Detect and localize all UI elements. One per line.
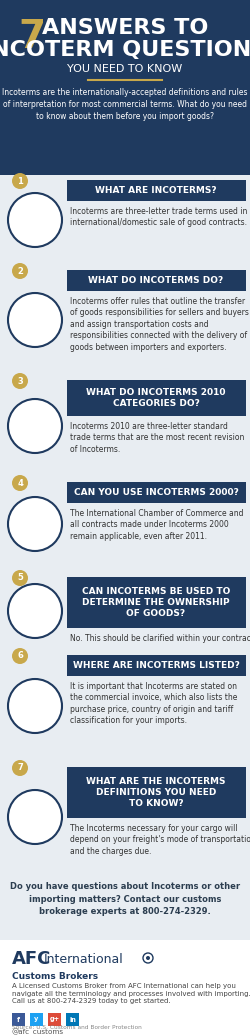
Text: ANSWERS TO: ANSWERS TO	[42, 18, 208, 38]
Text: 7: 7	[18, 18, 45, 56]
Text: y: y	[34, 1016, 39, 1023]
Circle shape	[146, 956, 150, 960]
Text: WHAT DO INCOTERMS 2010
CATEGORIES DO?: WHAT DO INCOTERMS 2010 CATEGORIES DO?	[86, 388, 226, 408]
FancyBboxPatch shape	[0, 477, 250, 572]
FancyBboxPatch shape	[0, 572, 250, 650]
Text: Incoterms 2010 are three-letter standard
trade terms that are the most recent re: Incoterms 2010 are three-letter standard…	[70, 422, 244, 454]
Text: Source: U.S. Customs and Border Protection: Source: U.S. Customs and Border Protecti…	[12, 1025, 142, 1030]
FancyBboxPatch shape	[67, 180, 246, 201]
FancyBboxPatch shape	[0, 940, 250, 1035]
FancyBboxPatch shape	[0, 375, 250, 477]
Text: CAN INCOTERMS BE USED TO
DETERMINE THE OWNERSHIP
OF GOODS?: CAN INCOTERMS BE USED TO DETERMINE THE O…	[82, 587, 230, 618]
FancyBboxPatch shape	[12, 1013, 25, 1026]
Circle shape	[8, 193, 62, 247]
FancyBboxPatch shape	[67, 655, 246, 676]
Circle shape	[8, 293, 62, 347]
FancyBboxPatch shape	[67, 270, 246, 291]
FancyBboxPatch shape	[30, 1013, 43, 1026]
FancyBboxPatch shape	[0, 762, 250, 873]
Text: 4: 4	[17, 478, 23, 487]
FancyBboxPatch shape	[66, 1013, 79, 1026]
Text: Do you have questions about Incoterms or other
importing matters? Contact our cu: Do you have questions about Incoterms or…	[10, 882, 240, 916]
Text: The Incoterms necessary for your cargo will
depend on your freight's mode of tra: The Incoterms necessary for your cargo w…	[70, 824, 250, 856]
FancyBboxPatch shape	[0, 873, 250, 940]
Text: Customs Brokers: Customs Brokers	[12, 972, 98, 981]
FancyBboxPatch shape	[0, 265, 250, 375]
Circle shape	[12, 760, 28, 776]
Circle shape	[8, 584, 62, 638]
Text: The International Chamber of Commerce and
all contracts made under Incoterms 200: The International Chamber of Commerce an…	[70, 509, 244, 541]
Circle shape	[8, 400, 62, 453]
FancyBboxPatch shape	[48, 1013, 61, 1026]
FancyBboxPatch shape	[67, 767, 246, 818]
Text: WHAT ARE INCOTERMS?: WHAT ARE INCOTERMS?	[95, 186, 217, 195]
FancyBboxPatch shape	[67, 482, 246, 503]
Circle shape	[8, 790, 62, 844]
Circle shape	[12, 570, 28, 586]
Circle shape	[8, 679, 62, 733]
Text: YOU NEED TO KNOW: YOU NEED TO KNOW	[68, 64, 182, 73]
Text: 7: 7	[17, 764, 23, 772]
Text: f: f	[17, 1016, 20, 1023]
Text: CAN YOU USE INCOTERMS 2000?: CAN YOU USE INCOTERMS 2000?	[74, 487, 238, 497]
Text: No. This should be clarified within your contract.: No. This should be clarified within your…	[70, 634, 250, 643]
Text: Incoterms are the internationally-accepted definitions and rules
of interpretati: Incoterms are the internationally-accept…	[2, 88, 248, 121]
FancyBboxPatch shape	[0, 650, 250, 762]
Text: @afc_customs: @afc_customs	[12, 1029, 64, 1035]
Text: g+: g+	[50, 1016, 59, 1023]
Text: WHAT DO INCOTERMS DO?: WHAT DO INCOTERMS DO?	[88, 276, 224, 285]
Text: WHAT ARE THE INCOTERMS
DEFINITIONS YOU NEED
TO KNOW?: WHAT ARE THE INCOTERMS DEFINITIONS YOU N…	[86, 777, 226, 808]
Text: Incoterms offer rules that outline the transfer
of goods responsibilities for se: Incoterms offer rules that outline the t…	[70, 297, 249, 352]
Text: 1: 1	[17, 177, 23, 185]
Text: 2: 2	[17, 266, 23, 275]
Circle shape	[12, 648, 28, 664]
Text: It is important that Incoterms are stated on
the commercial invoice, which also : It is important that Incoterms are state…	[70, 682, 237, 726]
Text: 3: 3	[17, 377, 23, 385]
FancyBboxPatch shape	[67, 576, 246, 628]
Text: INCOTERM QUESTIONS: INCOTERM QUESTIONS	[0, 40, 250, 60]
Text: Incoterms are three-letter trade terms used in
international/domestic sale of go: Incoterms are three-letter trade terms u…	[70, 207, 248, 228]
FancyBboxPatch shape	[67, 380, 246, 416]
FancyBboxPatch shape	[0, 0, 250, 175]
Text: 6: 6	[17, 651, 23, 660]
Circle shape	[12, 173, 28, 189]
Text: International: International	[44, 953, 124, 966]
Circle shape	[12, 263, 28, 279]
FancyBboxPatch shape	[0, 175, 250, 265]
Text: WHERE ARE INCOTERMS LISTED?: WHERE ARE INCOTERMS LISTED?	[72, 661, 239, 670]
Circle shape	[8, 497, 62, 551]
Text: AFC: AFC	[12, 950, 51, 968]
Circle shape	[12, 475, 28, 491]
Text: 5: 5	[17, 573, 23, 583]
Text: in: in	[69, 1016, 76, 1023]
Circle shape	[12, 373, 28, 389]
Text: A Licensed Customs Broker from AFC International can help you
navigate all the t: A Licensed Customs Broker from AFC Inter…	[12, 983, 250, 1005]
